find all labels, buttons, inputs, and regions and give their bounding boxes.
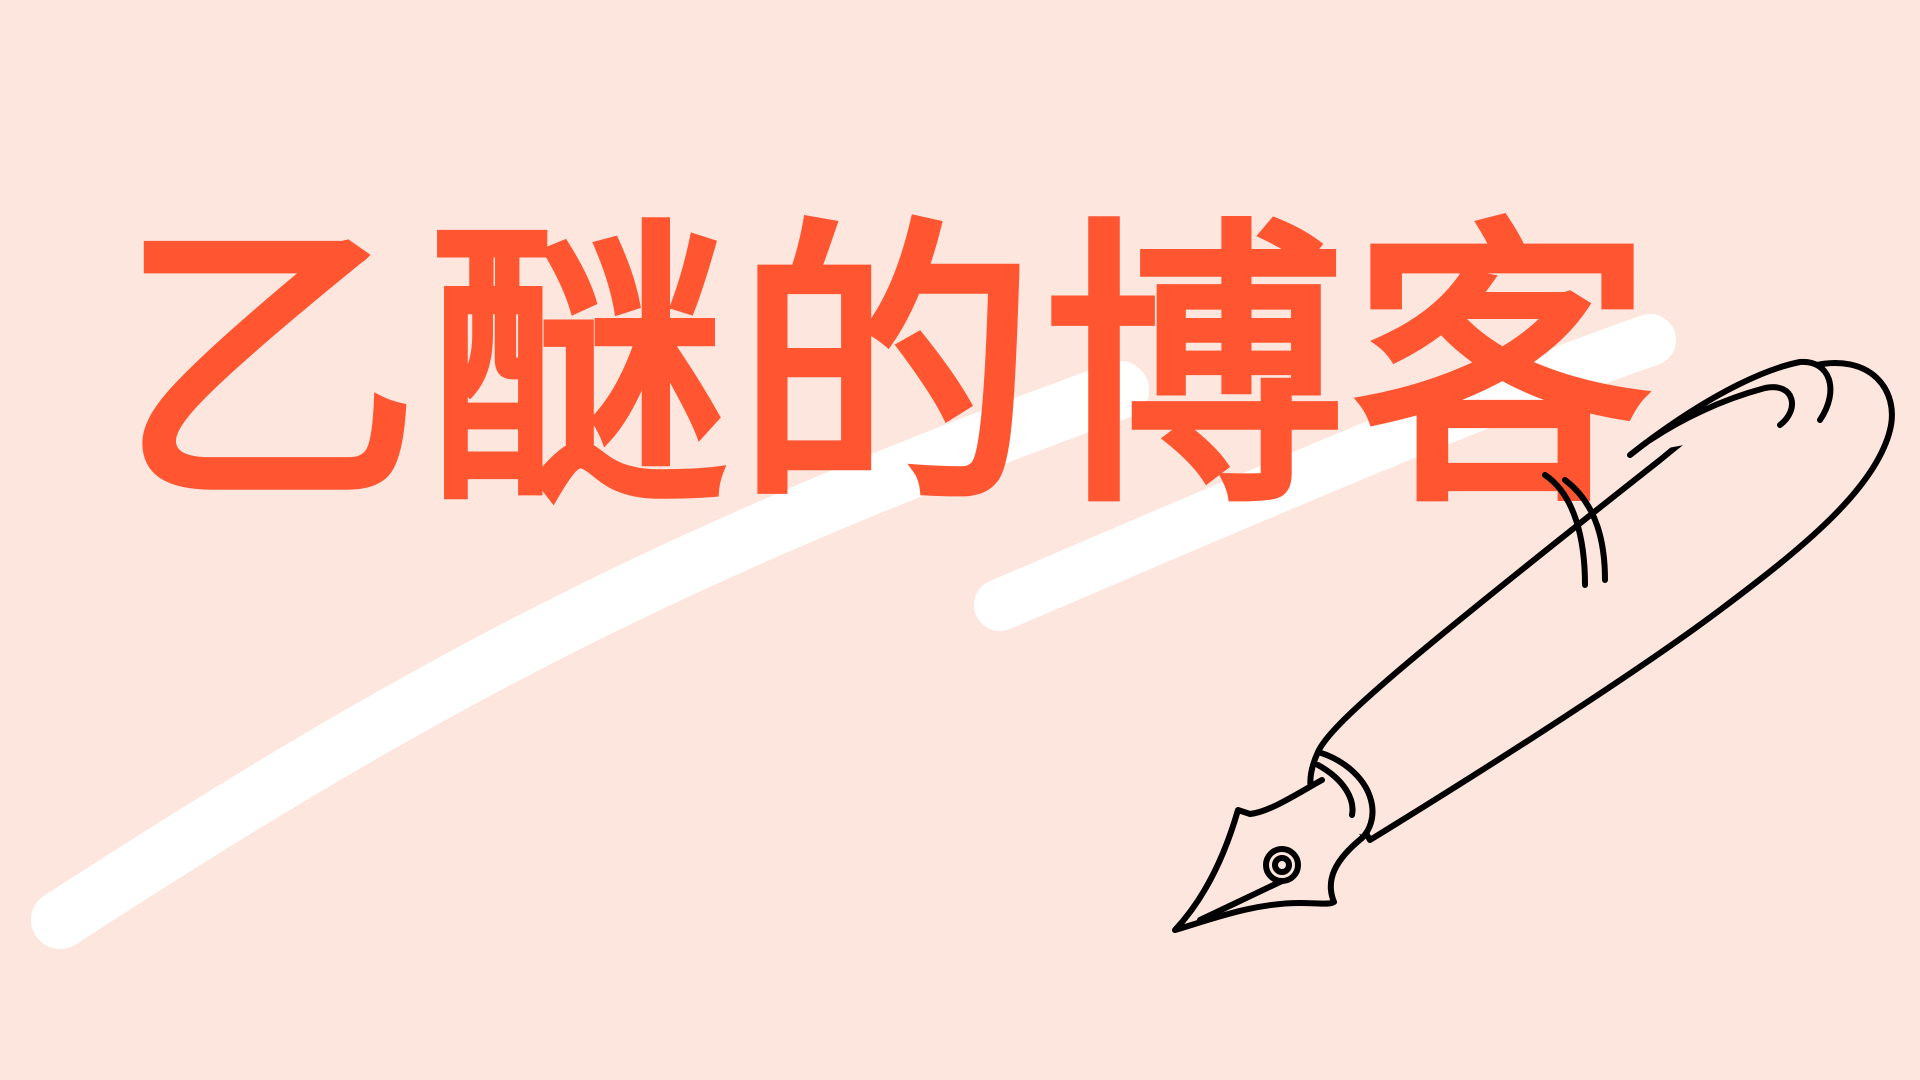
blog-title: 乙醚的博客 [120,195,1660,544]
